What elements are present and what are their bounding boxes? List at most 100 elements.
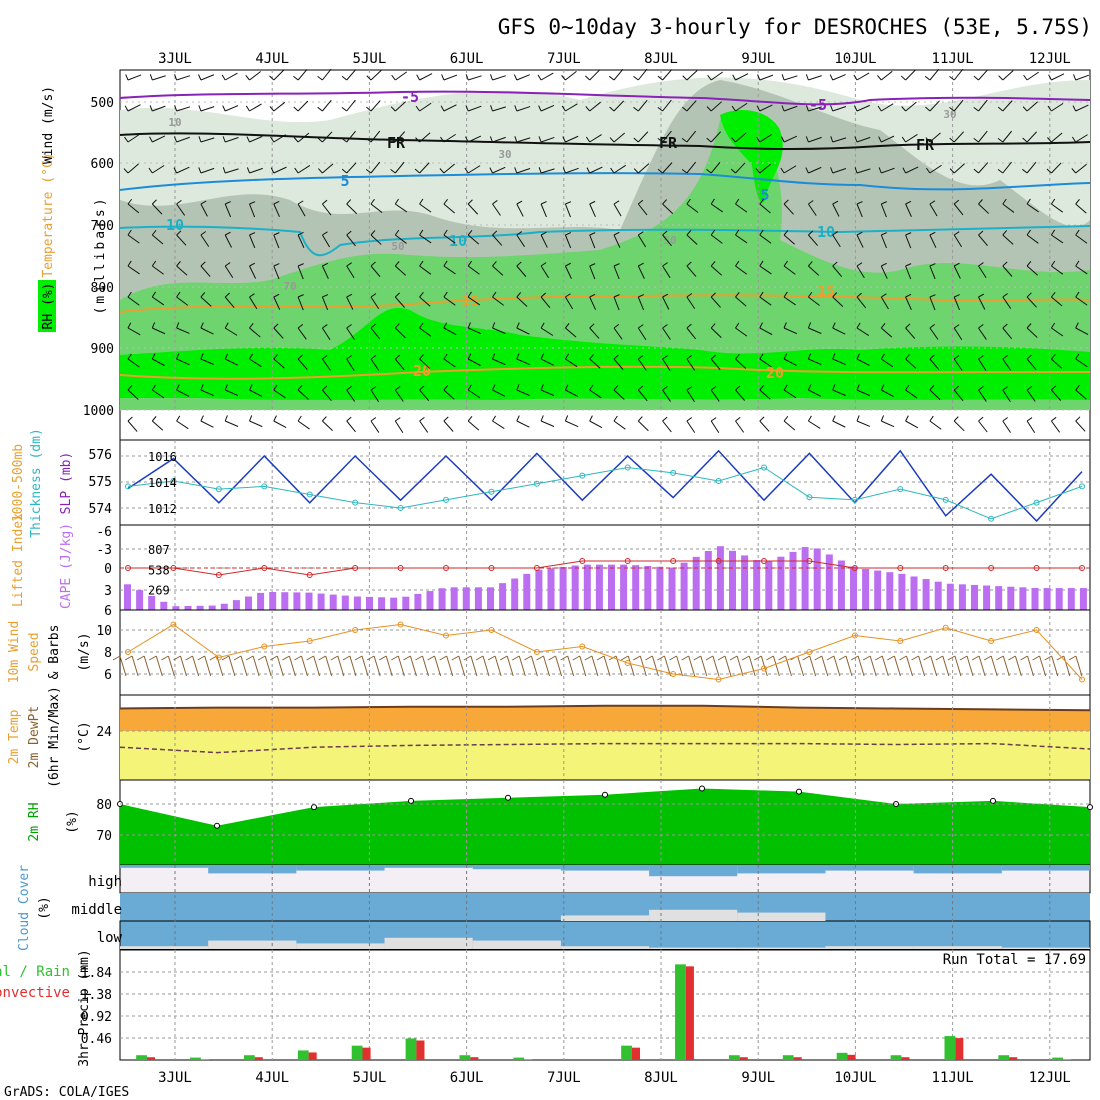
wind-barb <box>341 99 356 112</box>
wind-barb <box>1047 102 1064 112</box>
wind-barb <box>681 100 697 112</box>
wind-barb <box>464 165 481 174</box>
wind-barb <box>176 261 188 276</box>
wind-barb <box>200 384 214 397</box>
cape-bar <box>813 548 821 610</box>
wind-barb <box>807 384 822 397</box>
wind-speed-point <box>1079 676 1085 683</box>
wind-barb <box>516 292 528 307</box>
wind-barb <box>1002 261 1013 277</box>
wind-barb <box>856 262 865 279</box>
wind-barb <box>370 417 380 433</box>
wind-barb <box>1002 417 1011 433</box>
wind-barb <box>317 99 332 112</box>
cape-bar <box>293 592 301 610</box>
wind-barb <box>637 416 649 432</box>
li-tick: 3 <box>104 584 112 599</box>
wind-barb <box>176 415 189 430</box>
wind-barb <box>710 417 720 434</box>
wind-barb <box>1022 131 1038 143</box>
wind10m-barb <box>487 655 502 677</box>
wind-label-1: 10m Wind <box>7 621 22 684</box>
wind-barb <box>346 230 356 247</box>
pressure-tick-500: 500 <box>91 96 114 111</box>
wind-barb <box>394 292 405 308</box>
wind-speed-point <box>533 649 540 655</box>
wind-barb <box>589 384 602 399</box>
slp-tick: 1012 <box>148 502 177 516</box>
upper-wind-barbs <box>123 68 1090 434</box>
wind-barb <box>224 231 232 248</box>
wind-barb <box>490 74 506 81</box>
thickness-point <box>715 478 722 484</box>
wind-barb <box>978 324 987 340</box>
wind-barb <box>440 133 456 143</box>
wind-barb <box>415 132 431 143</box>
wind-barb <box>124 104 141 112</box>
cloud-high-bar <box>913 865 1002 874</box>
thickness-point <box>306 491 313 498</box>
wind-barb <box>633 68 648 81</box>
date-bottom-0: 3JUL <box>158 1070 192 1086</box>
wind-barb <box>540 322 554 336</box>
wind-barb <box>321 294 329 311</box>
wind10m-barb <box>778 655 792 677</box>
wind-barb <box>366 100 381 112</box>
cloud-high-bar <box>649 865 738 877</box>
temperature-fill <box>120 705 1090 731</box>
li-point <box>170 565 177 571</box>
cape-bar <box>414 593 422 610</box>
precip-convective-bar <box>1009 1057 1018 1060</box>
wind-barb <box>731 132 747 143</box>
pressure-tick-1000: 1000 <box>83 404 114 419</box>
temp-label-1: 2m Temp <box>7 709 22 764</box>
wind-barb <box>562 167 579 174</box>
wind-barb <box>757 74 774 81</box>
temp-contour-minus5 <box>119 90 1091 106</box>
cape-bar <box>1079 588 1087 610</box>
wind-barb <box>978 293 986 310</box>
wind-barb <box>686 323 697 340</box>
wind10m-barb <box>512 655 526 677</box>
wind10m-barb <box>330 655 345 677</box>
pressure-tick-600: 600 <box>91 157 114 172</box>
wind-barb <box>443 385 455 400</box>
wind-barb <box>905 232 912 249</box>
wind-barb <box>322 199 332 216</box>
wind-barb <box>759 291 772 306</box>
cloud-low-bar <box>384 937 473 949</box>
wind-barb <box>346 293 354 310</box>
wind-barb <box>1050 229 1064 244</box>
wind-barb <box>681 161 697 174</box>
cloud-low-bar <box>208 940 297 949</box>
wind-barb <box>973 162 989 174</box>
cape-bar <box>402 596 410 610</box>
cape-bar <box>1043 588 1051 610</box>
wind-barb <box>394 198 408 213</box>
cape-bar <box>462 587 470 610</box>
wind-barb <box>589 293 597 310</box>
wind-barb <box>830 105 847 112</box>
wind-barb <box>953 294 960 311</box>
wind-barb <box>419 416 429 433</box>
cape-bar <box>378 597 386 610</box>
wind-barb <box>489 136 506 143</box>
wind10m-barb <box>669 655 684 677</box>
wind10m-barb <box>802 655 817 677</box>
wind-barb <box>735 322 748 337</box>
wind-barb <box>149 74 166 81</box>
wind-barb <box>200 322 214 335</box>
wind-barb <box>589 200 596 217</box>
wind-barb <box>222 136 239 143</box>
wind-barb <box>808 230 818 246</box>
wind-tick: 10 <box>96 624 112 639</box>
wind-barb <box>805 136 822 143</box>
wind-barb <box>514 167 531 174</box>
wind-barb <box>710 198 724 213</box>
wind10m-barb <box>475 655 490 677</box>
wind-barb <box>490 105 507 112</box>
wind-barb <box>759 229 772 244</box>
date-bottom-4: 7JUL <box>547 1070 581 1086</box>
wind-barb <box>710 261 723 276</box>
